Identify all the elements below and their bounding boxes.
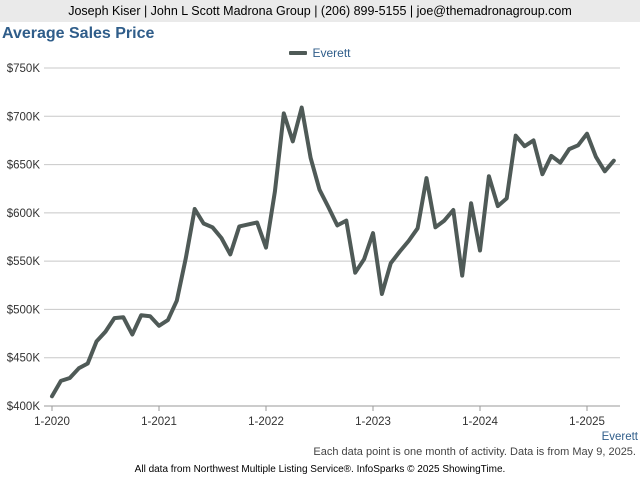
series-line xyxy=(50,105,616,399)
contact-header: Joseph Kiser | John L Scott Madrona Grou… xyxy=(0,0,640,22)
y-tick-label: $600K xyxy=(7,208,41,220)
contact-line: Joseph Kiser | John L Scott Madrona Grou… xyxy=(68,4,572,18)
legend-swatch xyxy=(289,51,308,55)
x-tick-label: 1-2020 xyxy=(34,416,70,428)
x-tick-label: 1-2024 xyxy=(462,416,498,428)
y-tick-label: $750K xyxy=(7,63,41,75)
series-end-label: Everett xyxy=(602,431,639,443)
legend-label: Everett xyxy=(312,46,351,60)
chart-legend: Everett xyxy=(0,46,640,60)
data-footnote: Each data point is one month of activity… xyxy=(313,446,636,458)
x-tick-label: 1-2023 xyxy=(355,416,391,428)
y-tick-label: $400K xyxy=(7,401,41,413)
y-tick-label: $700K xyxy=(7,111,41,123)
data-source: All data from Northwest Multiple Listing… xyxy=(134,464,506,475)
x-tick-label: 1-2021 xyxy=(141,416,177,428)
y-tick-label: $550K xyxy=(7,256,41,268)
x-tick-label: 1-2025 xyxy=(569,416,605,428)
chart-title: Average Sales Price xyxy=(2,25,155,42)
y-tick-label: $650K xyxy=(7,160,41,172)
x-tick-label: 1-2022 xyxy=(248,416,284,428)
y-tick-label: $450K xyxy=(7,353,41,365)
y-tick-label: $500K xyxy=(7,304,41,316)
